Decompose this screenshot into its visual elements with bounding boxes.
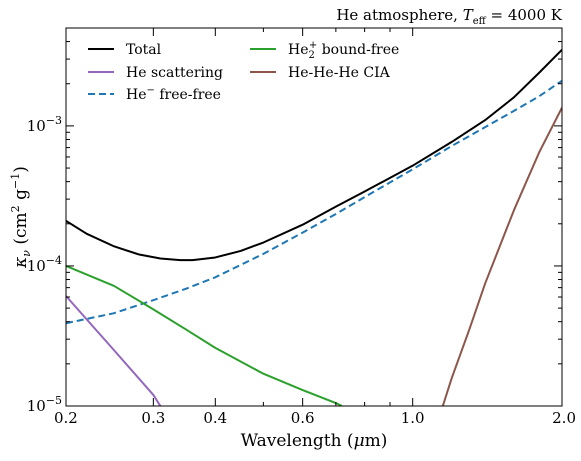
labels-layer: 0.2 0.3 0.4 0.6 1.0 2.0 10−5 10−4 10−3 [27,114,576,427]
series-line-2 [66,79,562,325]
legend-label: He2+ bound-free [288,40,399,61]
chart-title: He atmosphere, Teff = 4000 K [336,6,562,27]
y-axis-label: κν (cm2 g−1) [9,166,33,269]
series-line-3 [66,265,343,406]
y-tick-label: 10−3 [27,114,62,135]
series-line-4 [441,107,562,406]
ticks-layer [65,28,563,407]
legend-label: Total [126,42,162,58]
x-tick-label: 0.3 [141,409,165,427]
series-line-0 [66,48,562,262]
x-tick-label: 2.0 [552,409,576,427]
series-layer [66,48,562,406]
legend: Total He scattering He− free-free He2+ boun… [88,40,399,103]
x-tick-label: 0.4 [203,409,227,427]
legend-label: He-He-He CIA [288,65,391,81]
legend-label: He− free-free [126,85,221,103]
y-tick-label: 10−4 [27,254,62,275]
series-line-1 [66,295,162,406]
y-tick-label: 10−5 [27,394,62,415]
x-tick-label: 0.2 [54,409,78,427]
plot-frame [65,27,563,407]
x-tick-label: 0.6 [291,409,315,427]
legend-label: He scattering [126,65,223,81]
x-axis-label: Wavelength (μm) [241,431,388,451]
x-tick-label: 1.0 [401,409,425,427]
